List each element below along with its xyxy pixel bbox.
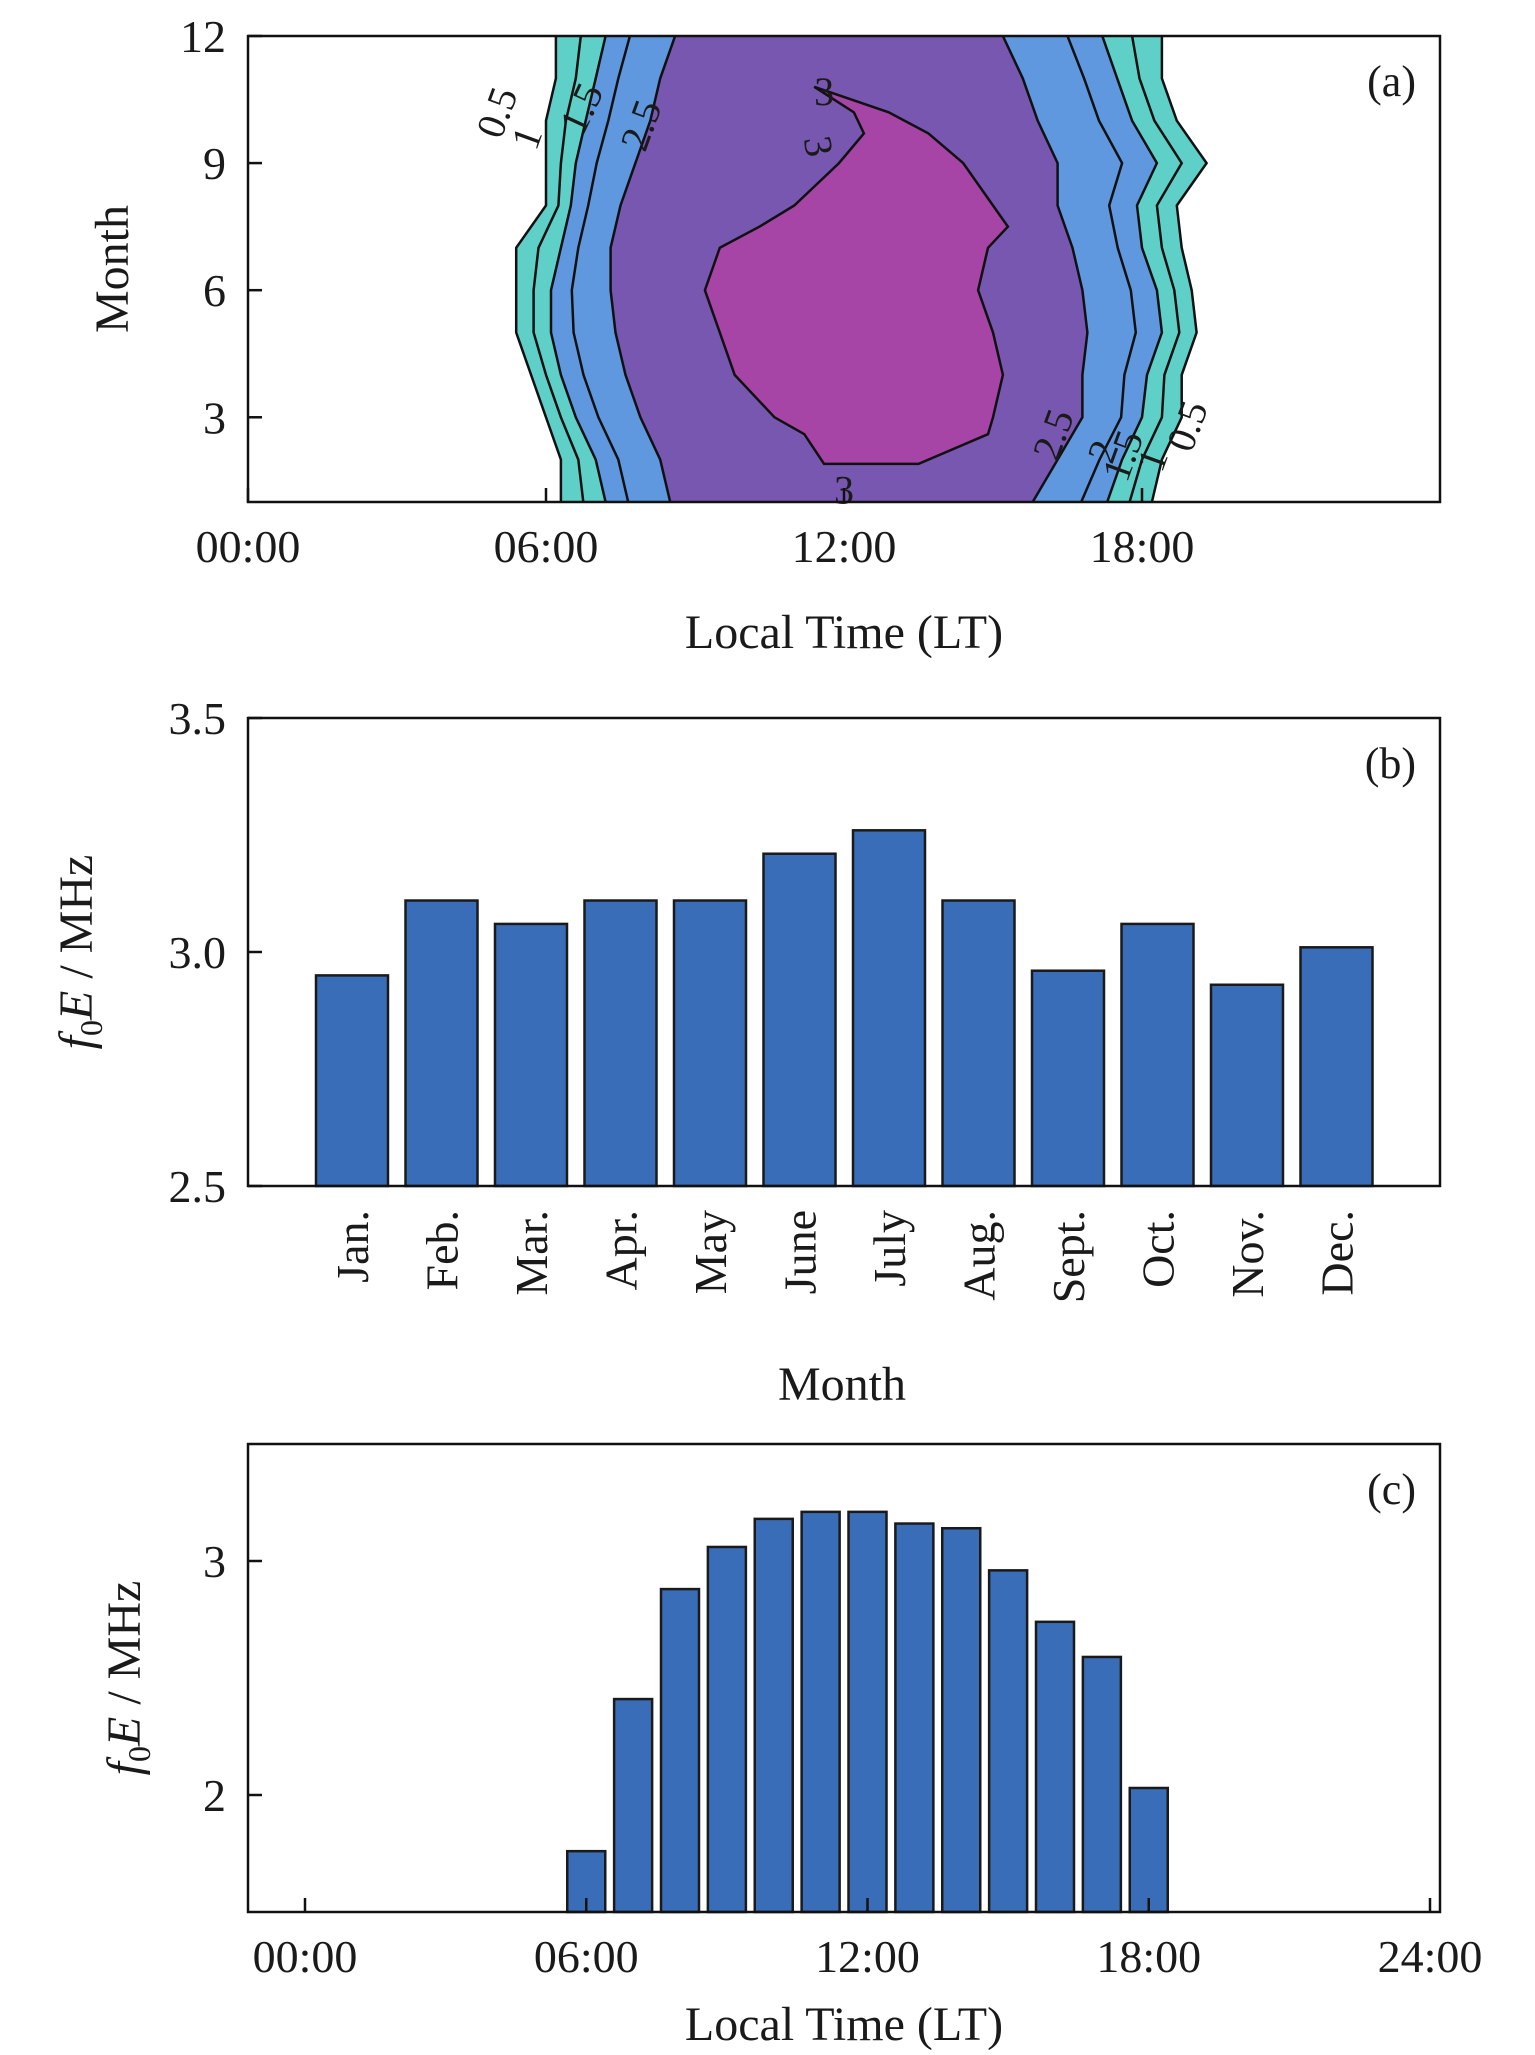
bar-hour-12 (847, 1510, 888, 1914)
bar-july (851, 829, 927, 1188)
bar-hour-8 (659, 1587, 701, 1914)
y-tick-label: 3 (203, 1536, 226, 1587)
contour-region-3 (703, 85, 1010, 466)
panel-label: (c) (1367, 1465, 1416, 1514)
bar-aug (941, 899, 1016, 1188)
x-tick-label: Apr. (596, 1210, 647, 1291)
contour-label: 1 (502, 121, 551, 155)
x-tick-label: Jan. (327, 1210, 378, 1283)
y-label-e: E (50, 991, 103, 1021)
bar-jan (314, 974, 390, 1188)
x-tick-label: Aug. (954, 1210, 1005, 1301)
bar-mar (493, 922, 569, 1188)
x-axis-label: Local Time (LT) (685, 1998, 1003, 2051)
x-axis-label: Month (778, 1358, 906, 1411)
bar-hour-7 (612, 1697, 654, 1914)
x-tick-label: 12:00 (815, 1931, 920, 1982)
contour-line-1-right (1128, 36, 1184, 502)
y-label-subscript: 0 (121, 1746, 157, 1762)
x-tick-label: Sept. (1043, 1210, 1094, 1303)
bar-hour-11 (800, 1510, 841, 1914)
bar-june (762, 852, 837, 1188)
y-axis-label: f0E / MHz (98, 1581, 157, 1776)
contour-label: 3 (814, 69, 834, 114)
y-label-unit: / MHz (98, 1581, 151, 1717)
x-tick-label: 18:00 (1090, 521, 1195, 572)
bar-nov (1209, 983, 1285, 1188)
bar-hour-9 (706, 1545, 748, 1914)
x-axis-label: Local Time (LT) (685, 606, 1003, 659)
x-tick-label: Mar. (506, 1210, 557, 1296)
bar-hour-10 (753, 1517, 794, 1914)
x-tick-label: Oct. (1133, 1210, 1184, 1288)
panel-b-monthly-bar-chart: Jan. Feb. Mar. Apr. May June July Aug. Sept. Oct.… (50, 693, 1442, 1411)
x-tick-label: 00:00 (196, 521, 301, 572)
x-tick-label: July (864, 1210, 915, 1287)
y-tick-label: 3.5 (169, 693, 227, 744)
x-tick-label: Dec. (1312, 1210, 1363, 1296)
bar-feb (404, 899, 479, 1188)
x-tick-label: June (775, 1210, 826, 1294)
y-tick-label: 3 (203, 392, 226, 443)
bar-oct (1120, 922, 1195, 1188)
x-tick-label: 00:00 (253, 1931, 358, 1982)
contour-line-1-left (532, 36, 585, 502)
bar-hour-13 (894, 1522, 935, 1914)
bar-apr (583, 899, 658, 1188)
x-tick-label: 12:00 (792, 521, 897, 572)
y-tick-label: 6 (203, 265, 226, 316)
contour-line-2-right (1066, 36, 1138, 502)
panel-label: (a) (1367, 57, 1416, 106)
y-axis-label: Month (86, 205, 139, 333)
x-tick-label: 06:00 (494, 521, 599, 572)
y-axis-label: f0E / MHz (50, 855, 109, 1050)
y-label-e: E (98, 1717, 151, 1747)
bar-hour-17 (1081, 1655, 1123, 1914)
x-tick-label: 06:00 (534, 1931, 639, 1982)
x-tick-label: 24:00 (1378, 1931, 1483, 1982)
plot-frame (246, 1442, 1442, 1914)
panel-a-contour-chart: 0.511.52.53332.521.510.500:0006:0012:001… (86, 11, 1442, 659)
y-tick-label: 3.0 (169, 927, 227, 978)
bar-sept (1030, 969, 1106, 1188)
bar-hour-16 (1034, 1620, 1076, 1914)
y-tick-label: 9 (203, 138, 226, 189)
bar-dec (1299, 946, 1374, 1188)
bar-hour-18 (1128, 1786, 1169, 1914)
x-tick-label: 18:00 (1096, 1931, 1201, 1982)
contour-line-2-left (570, 36, 632, 502)
bar-hour-15 (987, 1569, 1029, 1914)
y-label-unit: / MHz (50, 855, 103, 991)
x-tick-label: Nov. (1222, 1210, 1273, 1298)
y-label-subscript: 0 (73, 1020, 109, 1036)
panel-c-hourly-bar-chart: 00:00 06:00 12:00 18:00 24:00 2 3 Local Time (L… (98, 1442, 1483, 2051)
panel-label: (b) (1365, 739, 1416, 788)
y-tick-label: 2 (203, 1770, 226, 1821)
bar-hour-14 (941, 1526, 982, 1914)
x-tick-label: Feb. (417, 1210, 468, 1291)
x-tick-label: May (685, 1210, 736, 1294)
y-tick-label: 12 (180, 11, 226, 62)
y-tick-label: 2.5 (169, 1161, 227, 1212)
bar-may (672, 899, 748, 1188)
contour-regions (514, 36, 1209, 502)
